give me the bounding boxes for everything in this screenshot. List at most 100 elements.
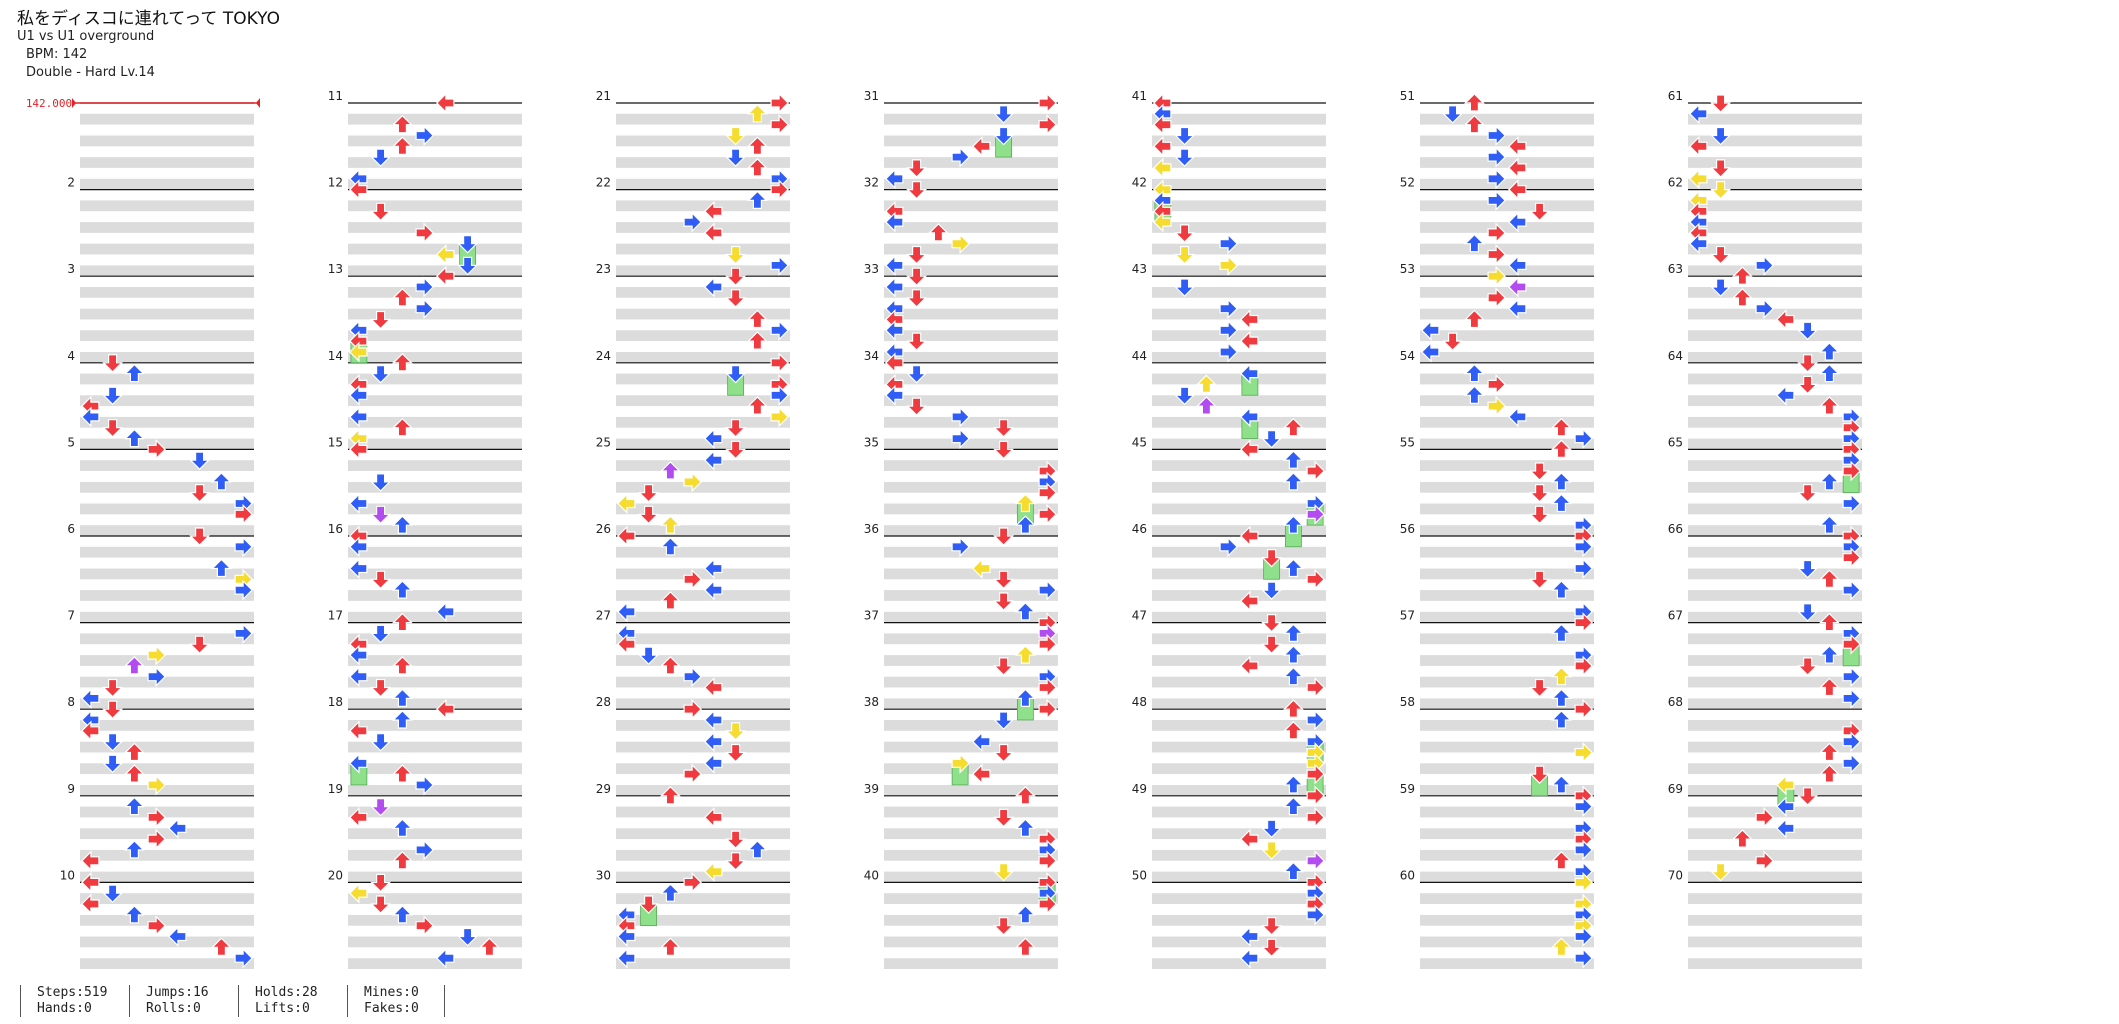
beat-stripe bbox=[1152, 633, 1326, 645]
measure-number: 44 bbox=[1132, 349, 1147, 363]
arrow-left-icon bbox=[1153, 211, 1172, 233]
beat-stripe bbox=[1688, 352, 1862, 363]
beat-stripe bbox=[1420, 849, 1594, 861]
arrow-right-icon bbox=[1487, 222, 1506, 244]
arrow-up-icon bbox=[659, 883, 681, 902]
arrow-left-icon bbox=[1508, 406, 1527, 428]
beat-stripe bbox=[616, 416, 790, 428]
beat-stripe bbox=[1688, 330, 1862, 342]
arrow-down-icon bbox=[1710, 159, 1732, 178]
arrow-right-icon bbox=[1306, 568, 1325, 590]
measure-number: 55 bbox=[1400, 435, 1415, 449]
beat-stripe bbox=[348, 113, 522, 125]
beat-stripe bbox=[1152, 481, 1326, 493]
beat-stripe bbox=[1420, 828, 1594, 840]
beat-stripe bbox=[80, 157, 254, 168]
arrow-up-icon bbox=[1282, 720, 1304, 740]
arrow-right-icon bbox=[147, 644, 166, 666]
beat-stripe bbox=[1420, 178, 1594, 190]
measure-number: 28 bbox=[596, 695, 611, 709]
arrow-down-icon bbox=[993, 808, 1015, 828]
arrow-left-icon bbox=[1240, 926, 1259, 947]
beat-stripe bbox=[80, 395, 254, 407]
measure-number: 4 bbox=[67, 349, 75, 363]
beat-stripe bbox=[884, 785, 1058, 796]
arrow-down-icon bbox=[1174, 278, 1196, 297]
beat-stripe bbox=[1420, 265, 1594, 277]
arrow-up-icon bbox=[1282, 796, 1304, 816]
arrow-up-icon bbox=[659, 937, 681, 956]
beat-stripe bbox=[348, 676, 522, 688]
arrow-down-icon bbox=[1529, 462, 1551, 481]
arrow-down-icon bbox=[1174, 148, 1196, 167]
beat-stripe bbox=[1152, 698, 1326, 710]
beat-stripe bbox=[80, 352, 254, 363]
arrow-up-icon bbox=[746, 331, 768, 350]
arrow-up-icon bbox=[391, 905, 413, 924]
arrow-up-icon bbox=[1282, 861, 1304, 881]
arrow-up-icon bbox=[1463, 385, 1485, 404]
beat-stripe bbox=[616, 157, 790, 168]
arrow-left-icon bbox=[704, 276, 723, 298]
beat-stripe bbox=[1420, 157, 1594, 168]
beat-stripe bbox=[616, 936, 790, 948]
notes-layer bbox=[81, 92, 1861, 969]
arrow-left-icon bbox=[1240, 406, 1259, 428]
arrow-right-icon bbox=[683, 871, 702, 893]
beat-stripe bbox=[348, 590, 522, 601]
arrow-up-icon bbox=[746, 158, 768, 177]
arrow-left-icon bbox=[1508, 157, 1527, 179]
song-artist: U1 vs U1 overground bbox=[17, 29, 155, 44]
measure-number: 70 bbox=[1668, 868, 1683, 882]
arrow-left-icon bbox=[436, 244, 455, 265]
arrow-left-icon bbox=[1689, 168, 1708, 190]
beat-stripe bbox=[80, 698, 254, 710]
arrow-left-icon bbox=[704, 731, 723, 753]
arrow-right-icon bbox=[147, 828, 166, 850]
arrow-right-icon bbox=[1038, 579, 1057, 601]
measure-number: 16 bbox=[328, 522, 343, 536]
arrow-left-icon bbox=[704, 677, 723, 698]
arrow-left-icon bbox=[349, 666, 368, 688]
arrow-up-icon bbox=[391, 818, 413, 837]
arrow-up-icon bbox=[1818, 472, 1840, 491]
beat-stripe bbox=[1688, 676, 1862, 688]
arrow-down-icon bbox=[993, 126, 1015, 146]
beat-stripe bbox=[616, 308, 790, 320]
beat-stripe bbox=[884, 416, 1058, 428]
arrow-left-icon bbox=[1776, 796, 1795, 818]
beat-stripe bbox=[616, 481, 790, 493]
beat-stripe bbox=[884, 849, 1058, 861]
arrow-down-icon bbox=[906, 159, 928, 178]
measure-number: 3 bbox=[67, 262, 75, 276]
arrow-down-icon bbox=[1261, 635, 1283, 655]
arrow-down-icon bbox=[189, 635, 211, 655]
beat-stripe bbox=[884, 135, 1058, 147]
beat-stripe bbox=[1152, 741, 1326, 753]
beat-stripe bbox=[1420, 416, 1594, 428]
arrow-down-icon bbox=[993, 743, 1015, 763]
arrow-right-icon bbox=[415, 839, 434, 861]
beat-stripe bbox=[80, 287, 254, 298]
arrow-up-icon bbox=[123, 796, 145, 816]
arrow-down-icon bbox=[1261, 938, 1283, 958]
arrow-down-icon bbox=[1261, 613, 1283, 633]
arrow-down-icon bbox=[906, 245, 928, 265]
arrow-down-icon bbox=[189, 484, 211, 503]
beat-stripe bbox=[348, 525, 522, 536]
beat-stripe bbox=[348, 546, 522, 558]
beat-stripe bbox=[348, 655, 522, 666]
arrow-left-icon bbox=[81, 687, 100, 709]
beat-stripe bbox=[1688, 395, 1862, 407]
beat-stripe bbox=[1420, 806, 1594, 818]
beat-stripe bbox=[1420, 460, 1594, 471]
measure-number: 21 bbox=[596, 89, 611, 103]
arrow-right-icon bbox=[234, 503, 253, 525]
beat-stripe bbox=[1688, 720, 1862, 731]
arrow-up-icon bbox=[1014, 515, 1036, 534]
beat-stripe bbox=[348, 222, 522, 233]
arrow-up-icon bbox=[1731, 829, 1753, 848]
beat-stripe bbox=[348, 633, 522, 645]
arrow-up-icon bbox=[123, 742, 145, 762]
arrow-up-icon bbox=[659, 515, 681, 534]
